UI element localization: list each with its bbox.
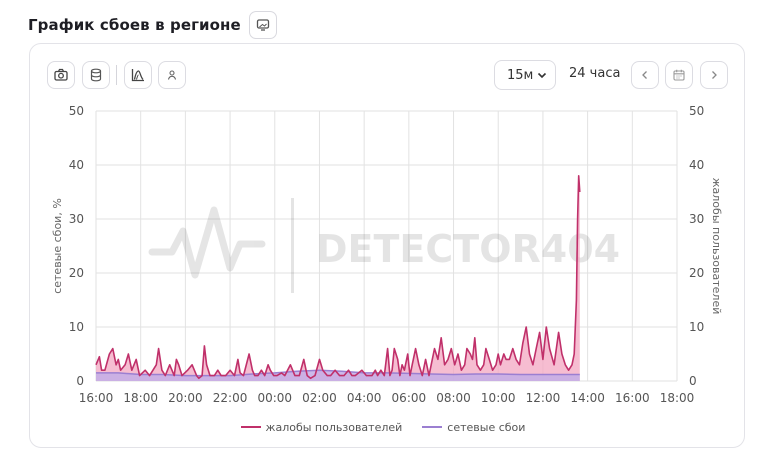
x-tick-label: 04:00 (347, 391, 382, 405)
outages-area (96, 370, 580, 381)
interval-select[interactable]: 15м (494, 60, 556, 90)
legend-item-outages[interactable]: сетевые сбои (422, 421, 525, 434)
legend-swatch-outages (422, 426, 443, 428)
x-tick-label: 14:00 (570, 391, 605, 405)
y-tick-right: 30 (689, 212, 704, 226)
x-tick-label: 16:00 (79, 391, 114, 405)
y-tick-left: 0 (76, 374, 84, 388)
toolbar-divider (116, 65, 117, 85)
chart-legend: жалобы пользователей сетевые сбои (0, 418, 758, 436)
watermark-divider (291, 198, 294, 293)
chart-area-icon[interactable] (124, 61, 152, 89)
complaints-area (96, 175, 580, 381)
y-tick-right: 20 (689, 266, 704, 280)
y-tick-left: 30 (69, 212, 84, 226)
interval-value: 15м (507, 67, 534, 83)
x-axis: 16:00 18:00 20:00 22:00 00:00 02:00 04:00 06:00… (79, 391, 695, 405)
x-tick-label: 20:00 (168, 391, 203, 405)
x-tick-label: 08:00 (436, 391, 471, 405)
y-axis-left-label: сетевые сбои, % (51, 198, 64, 294)
legend-label-complaints: жалобы пользователей (265, 420, 403, 434)
chevron-left-icon[interactable] (631, 61, 659, 89)
calendar-icon[interactable] (665, 61, 693, 89)
y-tick-right: 50 (689, 104, 704, 118)
legend-label-outages: сетевые сбои (447, 420, 526, 434)
user-icon[interactable] (158, 61, 186, 89)
y-tick-left: 20 (69, 266, 84, 280)
chart-grid (95, 110, 678, 382)
y-tick-right: 40 (689, 158, 704, 172)
outages-line (96, 369, 580, 377)
title-row: График сбоев в регионе (28, 11, 277, 39)
y-axis-right: 0 10 20 30 40 50 (689, 104, 704, 388)
x-tick-label: 00:00 (257, 391, 292, 405)
y-axis-right-label: жалобы пользователей (710, 178, 723, 315)
database-icon[interactable] (82, 61, 110, 89)
watermark-text: DETECTOR404 (316, 227, 620, 271)
x-tick-label: 06:00 (392, 391, 427, 405)
x-tick-label: 12:00 (526, 391, 561, 405)
legend-item-complaints[interactable]: жалобы пользователей (240, 420, 403, 434)
x-tick-label: 18:00 (123, 391, 158, 405)
y-tick-left: 10 (69, 320, 84, 334)
complaints-line (95, 175, 581, 380)
monitor-icon[interactable] (248, 11, 277, 39)
x-tick-label: 18:00 (660, 391, 695, 405)
y-tick-right: 10 (689, 320, 704, 334)
x-tick-label: 10:00 (481, 391, 516, 405)
page-title: График сбоев в регионе (28, 16, 241, 34)
y-axis-left: 0 10 20 30 40 50 (69, 104, 84, 388)
chevron-down-icon (536, 69, 548, 85)
y-tick-left: 50 (69, 104, 84, 118)
range-label: 24 часа (569, 66, 621, 81)
y-tick-left: 40 (69, 158, 84, 172)
series-lines (95, 175, 581, 380)
x-tick-label: 16:00 (615, 391, 650, 405)
legend-swatch-complaints (240, 426, 261, 428)
watermark: DETECTOR404 (148, 198, 620, 293)
series-areas (96, 175, 580, 381)
camera-icon[interactable] (47, 61, 75, 89)
y-tick-right: 0 (689, 374, 697, 388)
x-tick-label: 02:00 (302, 391, 337, 405)
chevron-right-icon[interactable] (700, 61, 728, 89)
watermark-logo-icon (148, 206, 266, 279)
x-tick-label: 22:00 (213, 391, 248, 405)
